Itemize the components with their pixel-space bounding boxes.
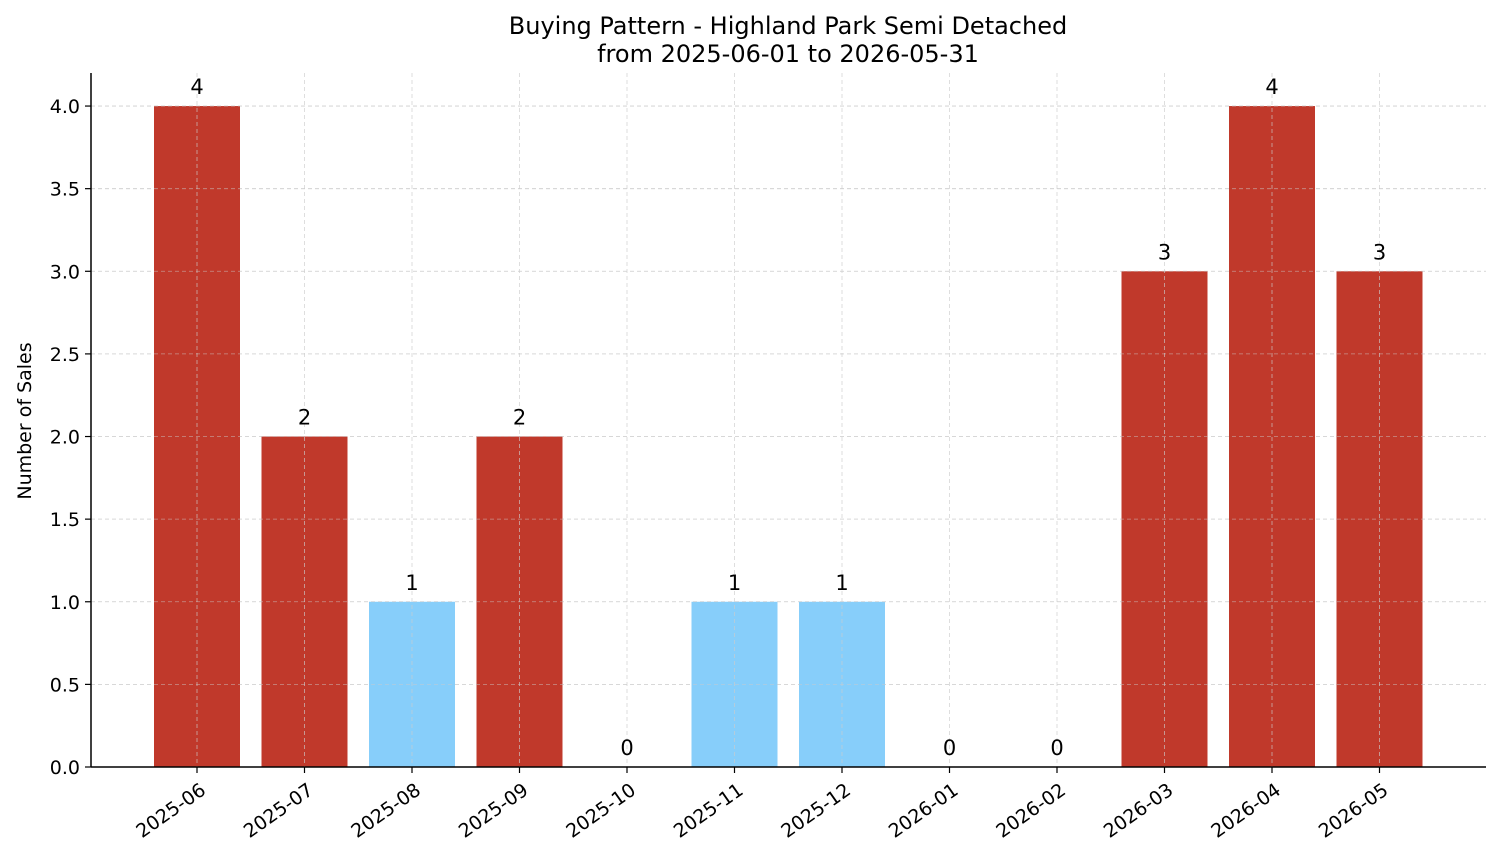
bar-value-label: 1 <box>405 571 418 595</box>
x-tick-label: 2025-11 <box>670 779 748 843</box>
bar-value-label: 3 <box>1158 240 1171 264</box>
bar-value-label: 4 <box>1265 75 1278 99</box>
bars <box>91 73 1486 768</box>
x-tick-label: 2026-02 <box>992 779 1070 843</box>
bar-value-label: 3 <box>1373 240 1386 264</box>
y-axis-label: Number of Sales <box>14 342 36 499</box>
bar-value-label: 2 <box>298 406 311 430</box>
bar-value-label: 0 <box>620 736 633 760</box>
x-tick-label: 2025-06 <box>132 779 210 843</box>
y-tick-label: 4.0 <box>50 96 80 118</box>
x-tick-label: 2026-03 <box>1100 779 1178 843</box>
bar-value-label: 1 <box>835 571 848 595</box>
x-tick-label: 2025-09 <box>455 779 533 843</box>
chart-subtitle: from 2025-06-01 to 2026-05-31 <box>597 40 979 68</box>
bar-value-label: 0 <box>1050 736 1063 760</box>
y-tick-label: 2.5 <box>50 344 80 366</box>
y-tick-label: 3.5 <box>50 179 80 201</box>
y-tick-label: 3.0 <box>50 261 80 283</box>
x-tick-label: 2025-07 <box>240 779 318 843</box>
y-tick-label: 1.5 <box>50 509 80 531</box>
x-tick-label: 2025-12 <box>777 779 855 843</box>
x-tick-label: 2026-05 <box>1315 779 1393 843</box>
y-ticks: 0.0 0.5 1.0 1.5 2.0 2.5 3.0 3.5 4.0 <box>50 96 91 779</box>
bar-value-label: 4 <box>190 75 203 99</box>
y-tick-label: 0.5 <box>50 674 80 696</box>
x-ticks: 2025-06 2025-07 2025-08 2025-09 2025-10 2025-… <box>132 767 1392 843</box>
y-tick-label: 0.0 <box>50 757 80 779</box>
y-tick-label: 2.0 <box>50 427 80 449</box>
value-labels: 4 2 1 2 0 1 1 0 0 3 4 3 <box>190 75 1386 760</box>
x-tick-label: 2026-01 <box>885 779 963 843</box>
x-tick-label: 2025-08 <box>347 779 425 843</box>
x-tick-label: 2026-04 <box>1207 779 1285 843</box>
bar-value-label: 1 <box>728 571 741 595</box>
bar-value-label: 2 <box>513 406 526 430</box>
x-tick-label: 2025-10 <box>562 779 640 843</box>
bar-value-label: 0 <box>943 736 956 760</box>
chart-title: Buying Pattern - Highland Park Semi Deta… <box>509 12 1067 40</box>
y-tick-label: 1.0 <box>50 592 80 614</box>
